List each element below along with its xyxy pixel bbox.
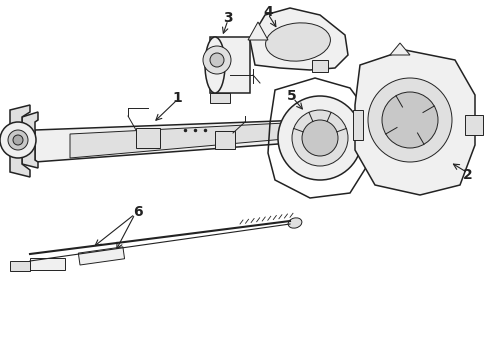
Text: 6: 6 [133,205,143,219]
Bar [10,261,30,271]
Circle shape [8,130,28,150]
Circle shape [13,135,23,145]
Circle shape [292,110,348,166]
Text: 5: 5 [287,89,297,103]
Text: 4: 4 [263,5,273,19]
Polygon shape [250,8,348,70]
Polygon shape [210,93,230,103]
Bar [312,60,328,72]
Text: 3: 3 [223,11,233,25]
Circle shape [302,120,338,156]
Polygon shape [210,37,250,93]
Circle shape [368,78,452,162]
Bar [78,247,124,265]
Bar [465,115,483,135]
Polygon shape [355,50,475,195]
Ellipse shape [266,23,330,61]
Ellipse shape [291,120,309,142]
Bar [30,258,65,270]
Circle shape [210,53,224,67]
Polygon shape [390,43,410,55]
Polygon shape [215,131,235,149]
Polygon shape [35,120,305,162]
Polygon shape [70,123,285,158]
Text: 1: 1 [172,91,182,105]
Polygon shape [10,105,30,177]
Circle shape [278,96,362,180]
Circle shape [0,122,36,158]
Polygon shape [248,22,268,40]
Ellipse shape [288,218,302,228]
Circle shape [203,46,231,74]
Bar [353,110,363,140]
Circle shape [382,92,438,148]
Polygon shape [136,128,160,148]
Text: 2: 2 [463,168,473,182]
Ellipse shape [205,37,225,93]
Polygon shape [22,112,38,168]
